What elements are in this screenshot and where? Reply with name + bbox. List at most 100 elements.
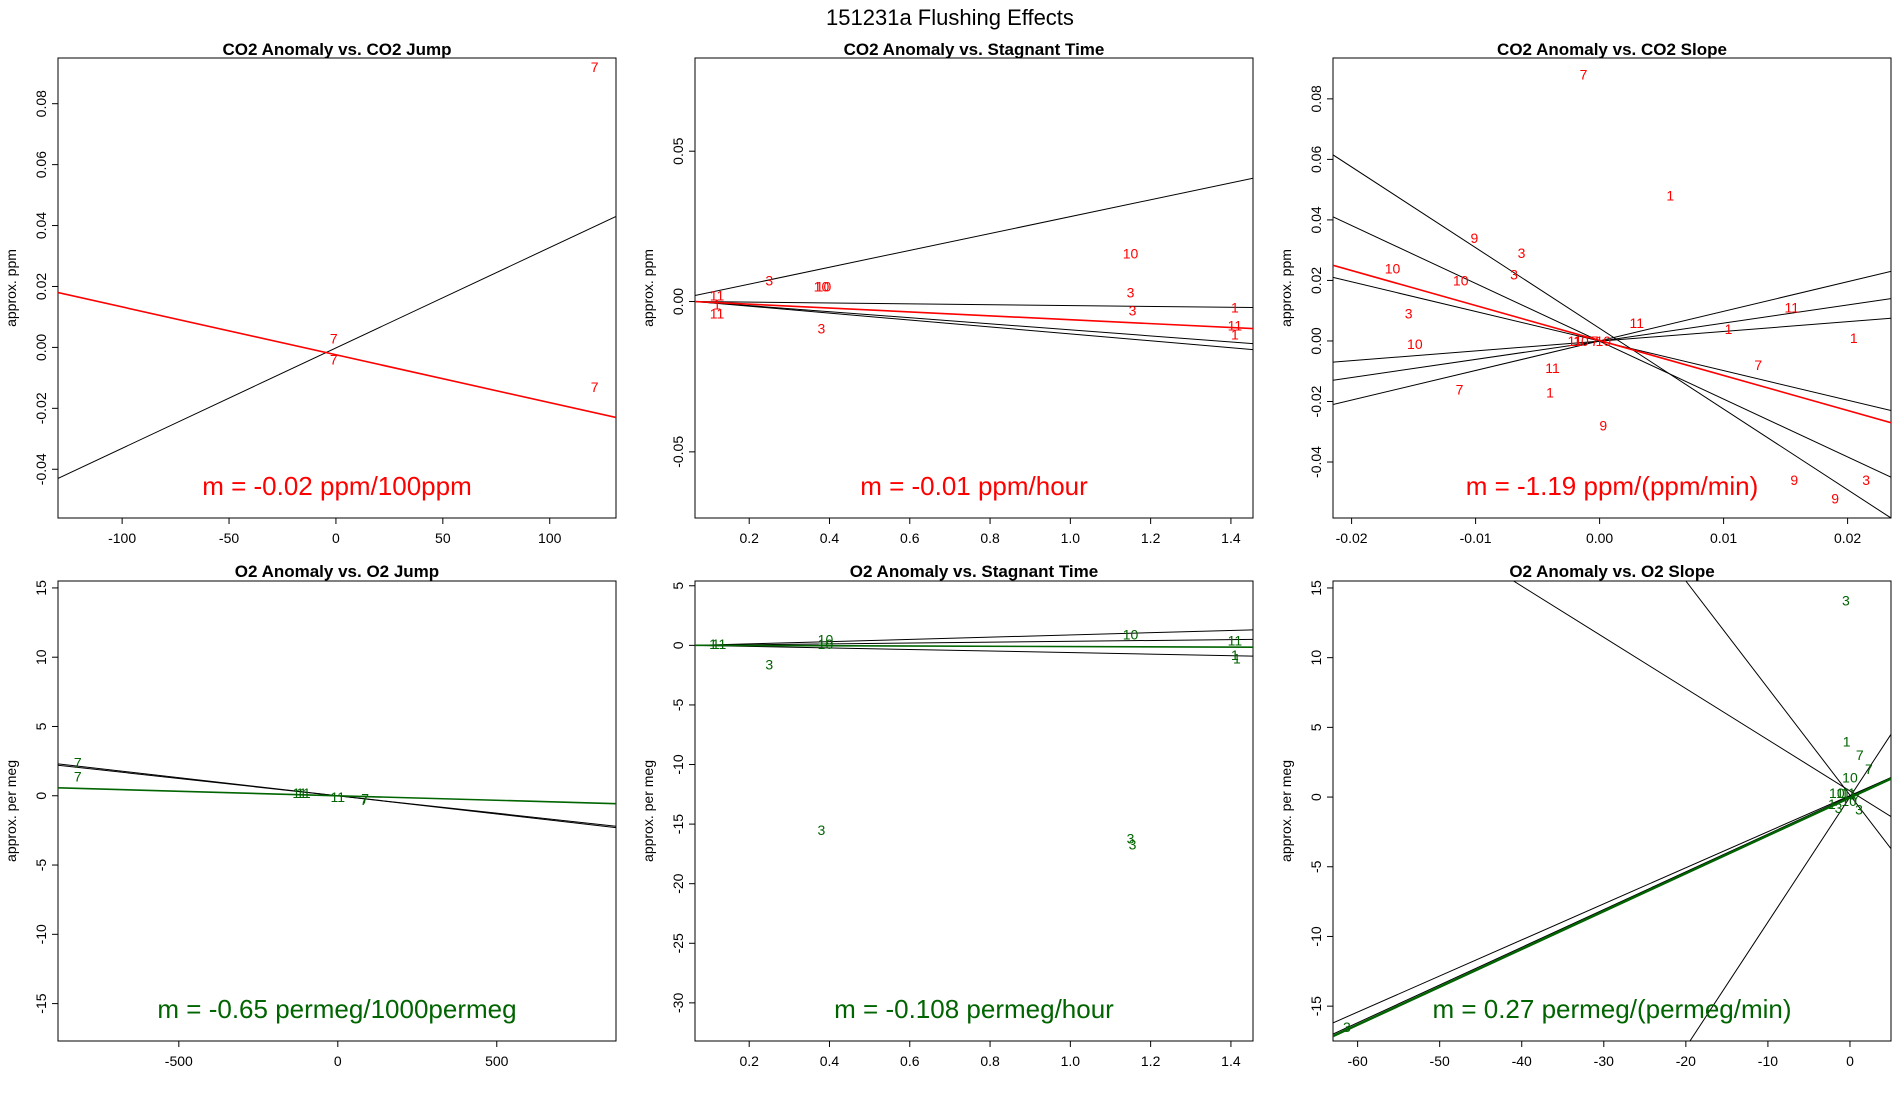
data-point: 3 <box>765 656 773 672</box>
data-point: 10 <box>1123 627 1139 643</box>
reference-line <box>1685 581 1891 849</box>
data-point: 7 <box>1856 747 1864 763</box>
x-tick-label: 100 <box>538 530 562 546</box>
data-point: 3 <box>1127 830 1135 846</box>
y-tick-label: 10 <box>33 649 49 665</box>
data-point: 11 <box>710 306 725 322</box>
data-point: 3 <box>765 272 773 288</box>
data-point: 10 <box>1596 333 1612 349</box>
fit-line <box>1333 264 1891 424</box>
data-point: 10 <box>1453 272 1469 288</box>
data-point: 3 <box>818 822 826 838</box>
fit-lines <box>1333 581 1891 1041</box>
data-point: 11 <box>1785 300 1800 316</box>
y-tick-label: 0.05 <box>670 137 686 164</box>
data-point: 10 <box>818 636 834 652</box>
data-point: 1 <box>713 297 721 313</box>
panel-o2-vs-o2-slope: O2 Anomaly vs. O2 Slope approx. per meg … <box>1278 562 1892 1069</box>
x-tick-label: 0.4 <box>820 1053 840 1069</box>
fit-lines <box>58 763 616 829</box>
x-tick-label: 0.2 <box>739 1053 759 1069</box>
y-tick-label: 0 <box>33 792 49 800</box>
x-tick-label: 0.4 <box>820 530 840 546</box>
data-point: 1 <box>1725 321 1733 337</box>
fit-lines <box>695 177 1253 351</box>
x-tick-label: -50 <box>1430 1053 1450 1069</box>
data-point: 11 <box>1630 315 1645 331</box>
y-tick-label: -0.04 <box>33 453 49 485</box>
y-tick-label: -10 <box>33 924 49 944</box>
data-point: 11 <box>1545 360 1560 376</box>
x-tick-label: -30 <box>1594 1053 1614 1069</box>
x-tick-label: 0.02 <box>1834 530 1861 546</box>
data-point: 10 <box>816 278 832 294</box>
x-tick-label: -20 <box>1676 1053 1696 1069</box>
data-point: 3 <box>1127 285 1135 301</box>
reference-line <box>1513 581 1891 817</box>
data-point: 9 <box>1790 472 1798 488</box>
data-point: 1 <box>1231 300 1239 316</box>
data-point: 1 <box>1850 330 1858 346</box>
data-point: 7 <box>591 59 599 75</box>
data-point: 3 <box>1129 836 1137 852</box>
x-tick-label: 1.2 <box>1141 530 1161 546</box>
data-points: 7 7 7 7 <box>330 59 599 395</box>
data-point: 11 <box>1836 785 1851 801</box>
axes: 0.2 0.4 0.6 0.8 1.0 1.2 1.4 -0.05 0.00 0.05 <box>670 137 1241 546</box>
y-tick-label: -15 <box>1308 996 1324 1016</box>
data-point: 1 <box>1849 786 1857 802</box>
y-tick-label: 15 <box>1308 580 1324 596</box>
data-point: 7 <box>74 768 82 784</box>
y-tick-label: -0.02 <box>1308 385 1324 417</box>
data-point: 10 <box>818 631 834 647</box>
x-tick-label: -40 <box>1512 1053 1532 1069</box>
data-point: 3 <box>1343 1019 1351 1035</box>
x-tick-label: 1.0 <box>1061 530 1081 546</box>
data-point: 3 <box>1862 472 1870 488</box>
panel-title: CO2 Anomaly vs. CO2 Slope <box>1497 40 1727 59</box>
data-point: 9 <box>1831 490 1839 506</box>
data-point: 3 <box>1835 800 1843 816</box>
y-tick-label: -0.02 <box>33 392 49 424</box>
plot-frame <box>57 57 617 519</box>
data-point: 1 <box>1843 733 1851 749</box>
data-point: 10 <box>1573 333 1589 349</box>
y-tick-label: 0 <box>1308 793 1324 801</box>
data-point: 1 <box>1546 384 1554 400</box>
panel-title: CO2 Anomaly vs. CO2 Jump <box>223 40 452 59</box>
plot-frame <box>694 57 1254 519</box>
y-axis-label: approx. ppm <box>640 249 656 327</box>
data-point: 11 <box>1568 333 1583 349</box>
data-point: 9 <box>1470 230 1478 246</box>
x-tick-label: 0.2 <box>739 530 759 546</box>
y-tick-label: 0.08 <box>1308 85 1324 112</box>
y-tick-label: -30 <box>670 993 686 1013</box>
y-tick-label: -10 <box>670 754 686 774</box>
reference-line <box>695 629 1253 646</box>
fit-line <box>58 291 616 419</box>
data-point: 3 <box>818 321 826 337</box>
fit-lines <box>58 215 616 479</box>
data-point: 7 <box>1865 761 1873 777</box>
y-tick-label: 5 <box>670 582 686 590</box>
data-point: 3 <box>1518 245 1526 261</box>
data-point: 10 <box>1407 336 1423 352</box>
fit-line <box>695 644 1253 648</box>
x-tick-label: 1.0 <box>1061 1053 1081 1069</box>
fit-line <box>695 300 1253 330</box>
axes: -500 0 500 -15 -10 -5 0 5 10 15 <box>33 580 509 1069</box>
x-tick-label: -50 <box>219 530 239 546</box>
slope-label: m = -0.02 ppm/100ppm <box>202 471 472 501</box>
x-tick-label: 50 <box>435 530 451 546</box>
y-axis-label: approx. ppm <box>3 249 19 327</box>
data-point: 11 <box>296 785 311 801</box>
data-point: 9 <box>1599 418 1607 434</box>
data-point: 3 <box>1842 593 1850 609</box>
y-tick-label: 0.00 <box>670 288 686 315</box>
plot-frame <box>57 580 617 1042</box>
fit-line <box>58 787 616 805</box>
data-point: 11 <box>710 288 725 304</box>
x-tick-label: 0 <box>1846 1053 1854 1069</box>
